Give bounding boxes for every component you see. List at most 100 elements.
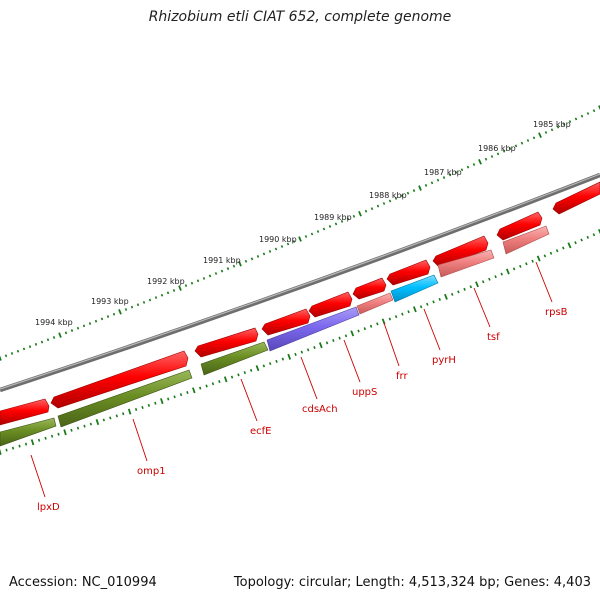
scale-label-1989: 1989 kbp: [314, 213, 352, 222]
minor-tick: [562, 122, 566, 126]
minor-tick: [83, 424, 86, 428]
cds-feature-9[interactable]: [496, 211, 543, 241]
cds-feature-2[interactable]: [50, 350, 189, 409]
gene-label-frr[interactable]: frr: [396, 371, 408, 382]
minor-tick: [184, 284, 188, 287]
minor-tick: [340, 219, 344, 223]
gene-bar-lpxD[interactable]: [0, 417, 57, 447]
major-tick: [567, 242, 572, 249]
minor-tick: [514, 144, 518, 148]
major-tick: [475, 281, 479, 288]
minor-tick: [205, 384, 208, 388]
gene-bar-pyrH[interactable]: [390, 274, 439, 303]
cds-feature-5[interactable]: [308, 291, 353, 318]
major-tick: [536, 255, 541, 262]
minor-tick: [376, 204, 380, 208]
gene-bar-uppS[interactable]: [356, 292, 394, 315]
gene-bar-tsf[interactable]: [437, 249, 495, 278]
cds-feature-6[interactable]: [352, 277, 387, 300]
minor-tick: [294, 352, 297, 356]
gene-label-pyrH[interactable]: pyrH: [432, 355, 456, 366]
minor-tick: [328, 224, 332, 228]
gene-bar-omp1[interactable]: [57, 369, 193, 428]
major-tick: [223, 376, 228, 383]
gene-label-omp1[interactable]: omp1: [137, 466, 166, 477]
minor-tick: [5, 448, 8, 452]
minor-tick: [574, 117, 578, 121]
minor-tick: [142, 301, 146, 304]
minor-tick: [490, 155, 494, 158]
minor-tick: [230, 375, 234, 379]
cds-feature-4[interactable]: [261, 308, 311, 336]
scale-label-1987: 1987 kbp: [424, 168, 462, 177]
minor-tick: [18, 444, 21, 448]
scale-label-1994: 1994 kbp: [35, 318, 73, 327]
major-tick: [597, 229, 600, 235]
minor-tick: [344, 334, 348, 338]
minor-tick: [286, 242, 290, 246]
scale-major-ticks: [0, 105, 600, 361]
gene-bar-cdsAch[interactable]: [266, 306, 360, 352]
minor-tick: [526, 139, 530, 142]
scale-label-1990: 1990 kbp: [259, 235, 297, 244]
gene-label-lpxD[interactable]: lpxD: [37, 502, 60, 513]
minor-tick: [186, 390, 189, 394]
gene-label-ecfE[interactable]: ecfE: [250, 426, 272, 437]
minor-tick: [370, 207, 374, 211]
cds-feature-1[interactable]: [0, 398, 50, 426]
minor-tick: [364, 209, 368, 213]
minor-tick: [532, 136, 536, 140]
cds-feature-8[interactable]: [432, 235, 489, 268]
minor-tick: [457, 290, 460, 294]
minor-tick: [172, 289, 176, 292]
minor-tick: [574, 241, 577, 245]
gene-label-tsf[interactable]: tsf: [487, 332, 500, 343]
minor-tick: [148, 298, 152, 302]
major-tick: [178, 285, 182, 291]
gene-label-cdsAch[interactable]: cdsAch: [302, 404, 338, 415]
minor-tick: [419, 305, 423, 309]
minor-tick: [237, 373, 240, 377]
minor-tick: [306, 348, 310, 352]
cds-feature-3[interactable]: [194, 327, 259, 358]
major-tick: [412, 306, 417, 313]
minor-tick: [141, 405, 144, 409]
major-tick: [255, 365, 260, 372]
page-title: Rhizobium etli CIAT 652, complete genome: [148, 9, 452, 25]
minor-tick: [304, 235, 308, 238]
minor-tick: [407, 310, 410, 314]
minor-tick: [202, 277, 206, 280]
minor-tick: [208, 274, 212, 278]
inner-tick-dots: [0, 229, 600, 455]
gene-label-uppS[interactable]: uppS: [352, 387, 377, 398]
topology-text: Topology: circular; Length: 4,513,324 bp…: [233, 575, 591, 590]
minor-tick: [160, 293, 164, 297]
minor-tick: [520, 141, 524, 145]
cds-feature-10[interactable]: [552, 181, 600, 215]
minor-tick: [52, 336, 56, 339]
gene-bar-ecfE[interactable]: [200, 341, 269, 376]
leader-frr: [383, 322, 400, 367]
minor-tick: [388, 199, 392, 203]
minor-tick: [325, 341, 329, 345]
minor-tick: [394, 315, 398, 319]
minor-tick: [531, 259, 534, 263]
gene-bar-rpsB[interactable]: [502, 225, 550, 255]
minor-tick: [300, 350, 304, 354]
minor-tick: [244, 259, 248, 263]
minor-tick: [508, 147, 512, 151]
minor-tick: [167, 397, 170, 401]
minor-tick: [310, 232, 314, 236]
minor-tick: [280, 245, 284, 248]
minor-tick: [281, 357, 285, 361]
major-tick: [30, 439, 35, 446]
minor-tick: [102, 418, 105, 422]
major-tick: [298, 236, 302, 242]
minor-tick: [130, 305, 134, 309]
minor-tick: [94, 319, 98, 323]
gene-label-rpsB[interactable]: rpsB: [545, 307, 568, 318]
minor-tick: [40, 340, 44, 344]
minor-tick: [376, 322, 379, 326]
cds-feature-7[interactable]: [386, 259, 431, 286]
genome-backbone: [0, 172, 600, 393]
